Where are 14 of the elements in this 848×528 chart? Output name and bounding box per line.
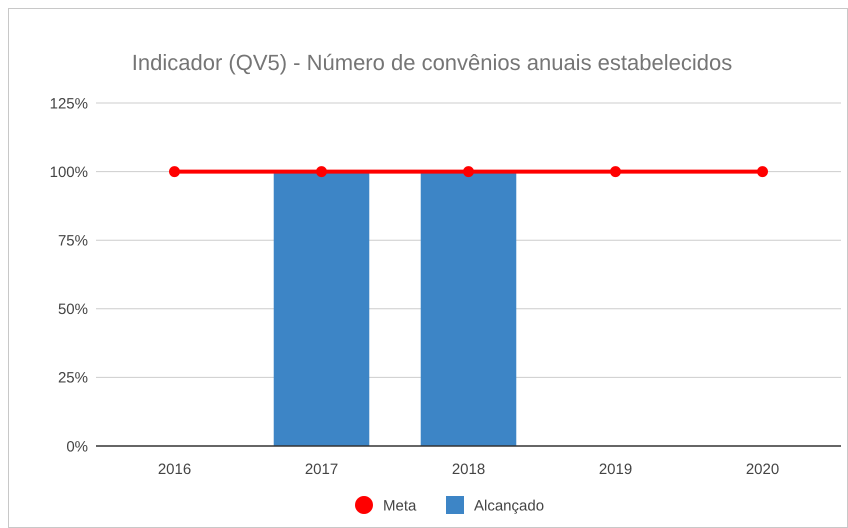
y-tick-label: 75% — [58, 232, 88, 250]
chart-title: Indicador (QV5) - Número de convênios anuais estabelecidos — [132, 50, 732, 75]
x-tick-label: 2016 — [158, 461, 192, 478]
y-tick-label: 100% — [50, 164, 88, 181]
y-tick-label: 0% — [66, 438, 88, 456]
x-tick-label: 2019 — [598, 461, 632, 478]
x-tick-label: 2018 — [452, 461, 486, 478]
y-tick-label: 25% — [58, 370, 88, 387]
y-tick-label: 125% — [50, 95, 88, 112]
x-tick-label: 2017 — [304, 461, 338, 478]
y-tick-label: 50% — [58, 301, 88, 318]
legend-label: Alcançado — [474, 497, 544, 514]
x-tick-label: 2020 — [746, 461, 780, 478]
legend-label: Meta — [383, 497, 418, 514]
